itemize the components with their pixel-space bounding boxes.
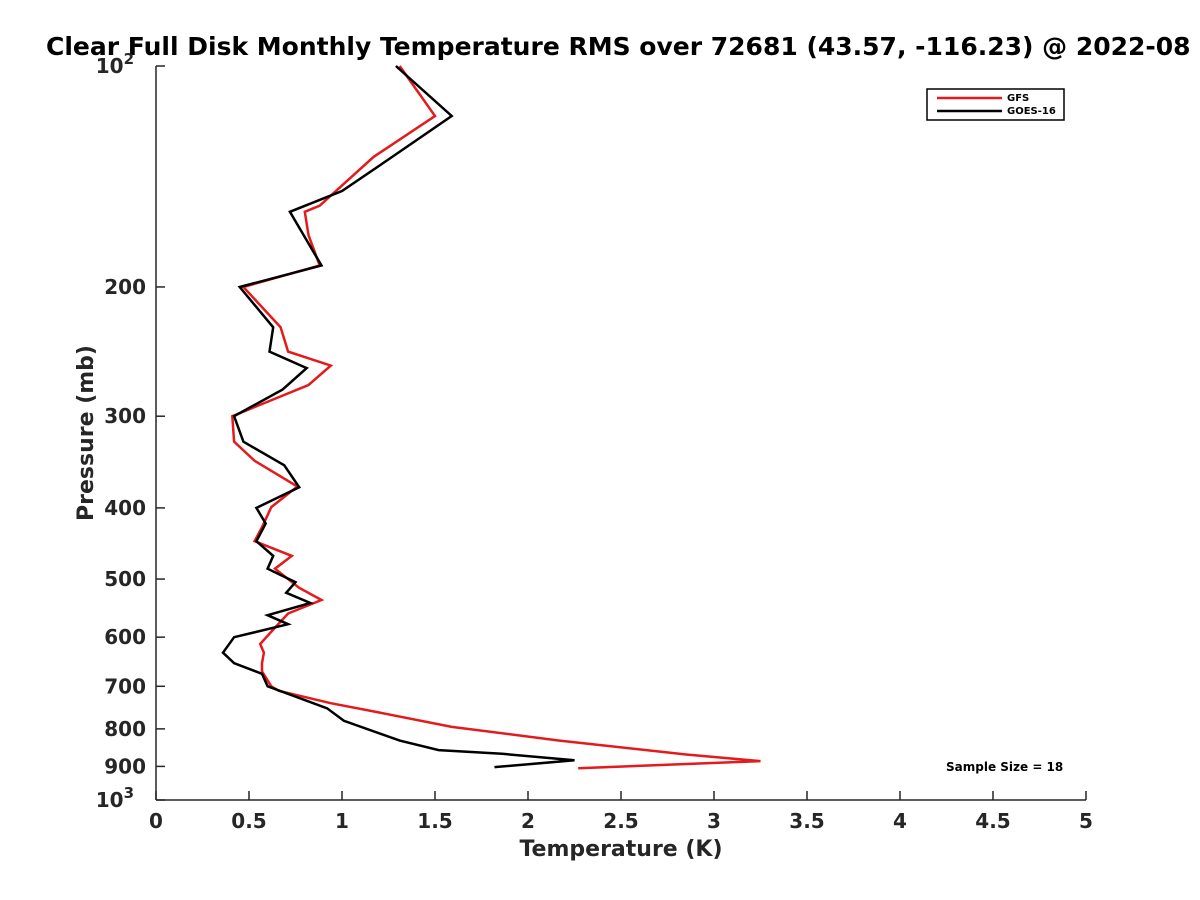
x-tick-label: 4 — [893, 809, 907, 833]
legend: GFS GOES-16 — [926, 88, 1065, 121]
series-line-goes16 — [221, 65, 575, 769]
x-axis-label: Temperature (K) — [519, 837, 722, 862]
x-tick-label: 1.5 — [417, 809, 452, 833]
x-tick-label: 3 — [707, 809, 721, 833]
x-tick-label: 3.5 — [789, 809, 824, 833]
plot-area — [155, 66, 1086, 801]
y-axis-label: Pressure (mb) — [74, 345, 99, 521]
legend-label-gfs: GFS — [1007, 93, 1029, 104]
x-tick-label: 2.5 — [603, 809, 638, 833]
x-tick-label: 5 — [1079, 809, 1093, 833]
series-layer — [221, 65, 761, 770]
x-tick-label: 2 — [521, 809, 535, 833]
y-tick-label: 102 — [96, 50, 134, 78]
sample-size-annotation: Sample Size = 18 — [946, 760, 1063, 774]
x-tick-label: 1 — [335, 809, 349, 833]
x-tick-label: 4.5 — [975, 809, 1010, 833]
y-tick-label: 400 — [104, 496, 146, 520]
y-tick-label: 500 — [104, 567, 146, 591]
y-tick-label: 300 — [104, 404, 146, 428]
y-tick-label: 800 — [104, 717, 146, 741]
x-tick-label: 0 — [149, 809, 163, 833]
legend-box — [926, 88, 1065, 121]
series-line-gfs — [230, 65, 761, 770]
y-tick-label: 103 — [96, 784, 134, 812]
y-tick-label: 600 — [104, 625, 146, 649]
x-axis-ticks: 0 0.5 1 1.5 2 2.5 3 3.5 4 4.5 5 — [149, 791, 1093, 833]
y-tick-label: 900 — [104, 754, 146, 778]
y-tick-label: 700 — [104, 674, 146, 698]
legend-label-goes16: GOES-16 — [1007, 106, 1056, 117]
y-tick-label: 200 — [104, 275, 146, 299]
chart-title: Clear Full Disk Monthly Temperature RMS … — [46, 32, 1191, 61]
x-tick-label: 0.5 — [231, 809, 266, 833]
y-axis-ticks: 102 200 300 400 500 600 700 800 900 103 — [96, 50, 165, 812]
